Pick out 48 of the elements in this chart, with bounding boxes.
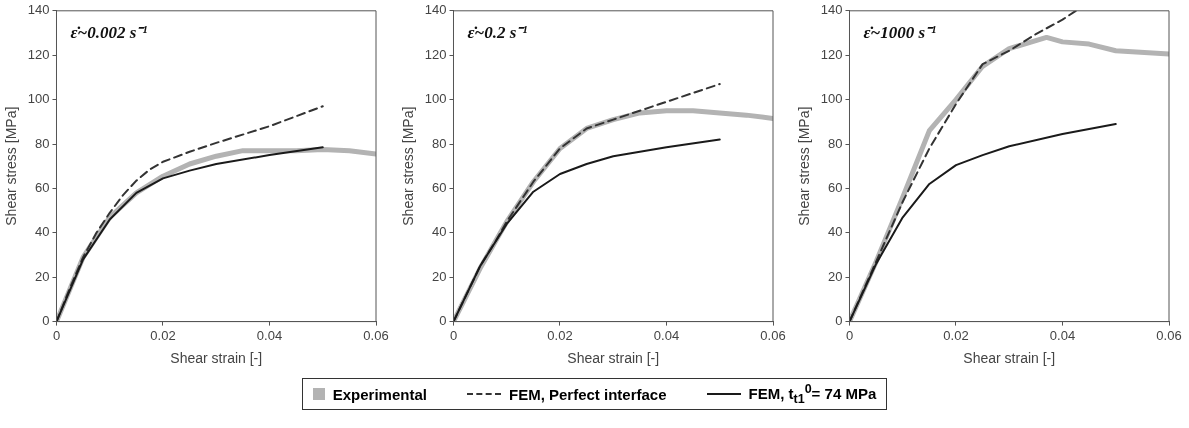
text: ε̇~0.2 s⁻¹ <box>466 22 527 42</box>
y-tick-label: 100 <box>27 91 50 107</box>
y-tick-label: 80 <box>828 135 843 151</box>
x-tick-label: 0.06 <box>363 327 389 343</box>
x-tick-label: 0.04 <box>653 327 679 343</box>
x-tick-label: 0.04 <box>256 327 283 343</box>
x-axis-title: Shear strain [-] <box>963 350 1056 367</box>
y-tick-label: 60 <box>828 179 843 195</box>
x-tick-label: 0 <box>449 327 457 343</box>
x-tick-label: 0.06 <box>1156 327 1182 343</box>
y-tick-label: 120 <box>820 46 843 62</box>
x-tick-label: 0.02 <box>546 327 573 343</box>
y-tick-label: 20 <box>431 268 446 284</box>
x-axis-title: Shear strain [-] <box>566 350 659 367</box>
x-tick-label: 0.02 <box>943 327 969 343</box>
y-tick-label: 0 <box>835 313 843 329</box>
y-axis-title: Shear stress [MPa] <box>796 106 813 226</box>
y-tick-label: 60 <box>431 179 446 195</box>
legend-label: FEM, Perfect interface <box>508 385 667 403</box>
y-tick-label: 120 <box>27 46 50 62</box>
y-tick-label: 80 <box>35 135 50 151</box>
y-tick-label: 60 <box>35 179 50 195</box>
y-tick-label: 40 <box>431 224 446 240</box>
y-tick-label: 0 <box>438 313 446 329</box>
y-tick-label: 40 <box>35 224 50 240</box>
y-tick-label: 20 <box>828 268 843 284</box>
y-tick-label: 140 <box>424 2 446 18</box>
y-tick-label: 80 <box>431 135 446 151</box>
x-tick-label: 0.06 <box>759 327 786 343</box>
y-tick-label: 20 <box>35 268 50 284</box>
text: ε̇~1000 s⁻¹ <box>863 22 937 42</box>
x-tick-label: 0 <box>52 327 61 343</box>
y-axis-title: Shear stress [MPa] <box>3 106 20 226</box>
y-tick-label: 0 <box>42 313 50 329</box>
y-axis-title: Shear stress [MPa] <box>399 106 416 226</box>
y-tick-label: 120 <box>424 46 446 62</box>
x-axis-title: Shear strain [-] <box>170 350 263 367</box>
y-tick-label: 40 <box>828 224 843 240</box>
legend-label: Experimental <box>332 385 427 403</box>
y-tick-label: 100 <box>424 91 446 107</box>
y-tick-label: 100 <box>820 91 843 107</box>
y-tick-label: 140 <box>27 2 50 18</box>
x-tick-label: 0.02 <box>150 327 176 343</box>
text: ε̇~0.002 s⁻¹ <box>70 22 148 42</box>
legend-label: FEM, t$_{t1}$$^{0}$= 74 MPa <box>748 382 877 406</box>
y-tick-label: 140 <box>820 2 843 18</box>
x-tick-label: 0.04 <box>1049 327 1076 343</box>
x-tick-label: 0 <box>845 327 854 343</box>
